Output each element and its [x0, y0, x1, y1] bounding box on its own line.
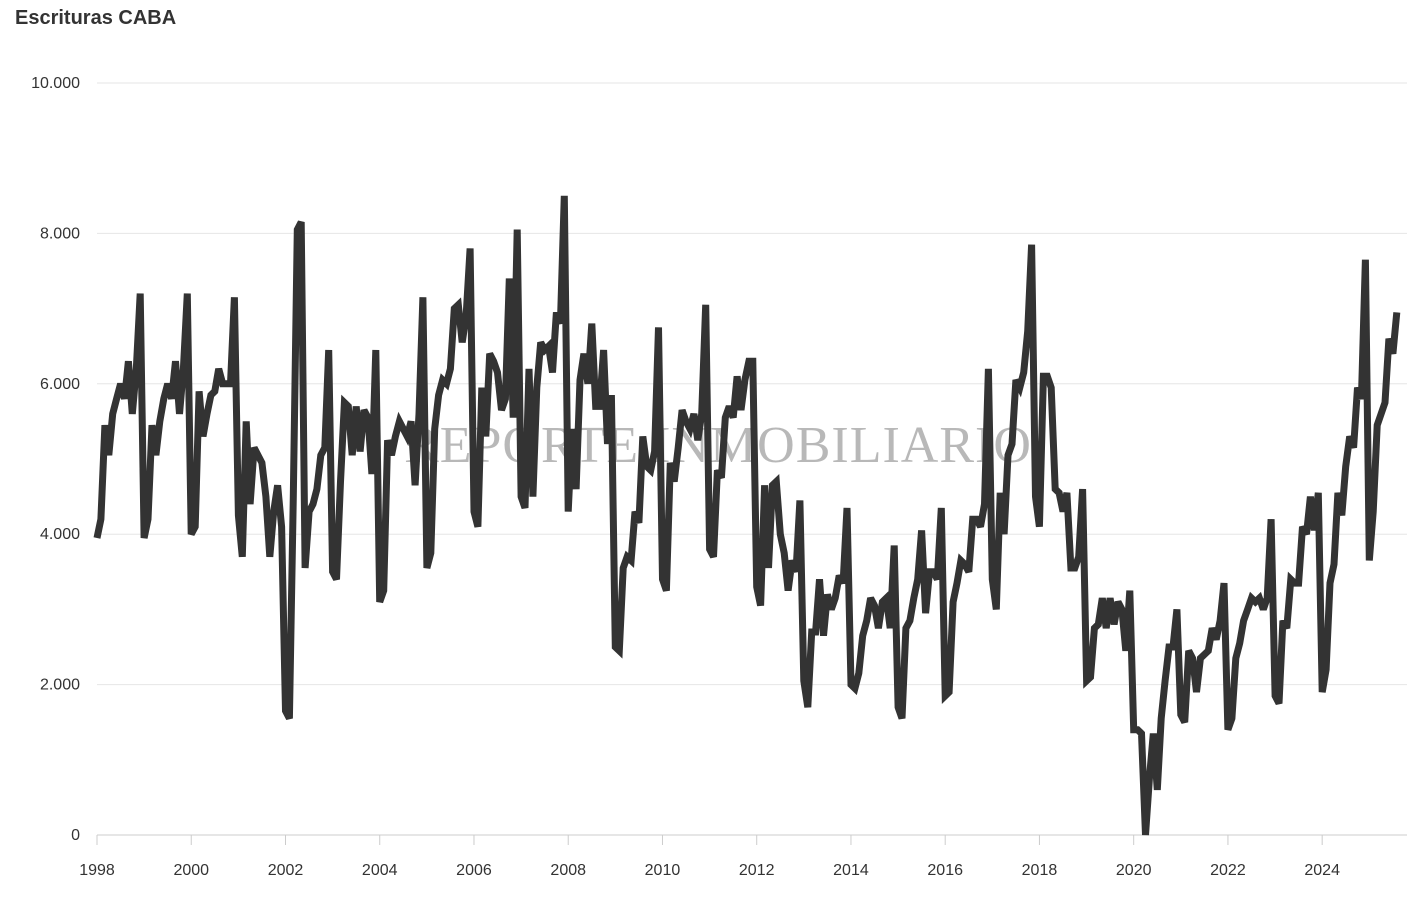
x-axis-ticks: 1998 2000 2002 2004 2006 2008 2010 2012 2014 2016…: [79, 835, 1340, 879]
chart-title: Escrituras CABA: [15, 7, 177, 29]
series-layer: [93, 195, 1401, 836]
x-tick-label: 2000: [173, 862, 209, 879]
x-tick-label: 2004: [362, 862, 398, 879]
watermark-text: REPORTE INMOBILIARIO: [404, 417, 1032, 474]
x-tick-label: 2016: [927, 862, 963, 879]
x-tick-label: 2024: [1304, 862, 1340, 879]
y-axis-ticks: 0 2.000 4.000 6.000 8.000 10.000: [31, 75, 80, 844]
y-tick-label: 10.000: [31, 75, 80, 92]
x-tick-label: 2008: [550, 862, 586, 879]
series-line: [93, 195, 1401, 836]
y-tick-label: 2.000: [40, 677, 80, 694]
x-tick-label: 2006: [456, 862, 492, 879]
x-tick-label: 2012: [739, 862, 775, 879]
x-tick-label: 2020: [1116, 862, 1152, 879]
y-tick-label: 6.000: [40, 376, 80, 393]
x-tick-label: 2014: [833, 862, 869, 879]
y-tick-label: 4.000: [40, 526, 80, 543]
y-tick-label: 8.000: [40, 225, 80, 242]
y-tick-label: 0: [71, 827, 80, 844]
x-tick-label: 1998: [79, 862, 115, 879]
x-tick-label: 2002: [268, 862, 304, 879]
x-tick-label: 2022: [1210, 862, 1246, 879]
x-tick-label: 2018: [1022, 862, 1058, 879]
x-tick-label: 2010: [645, 862, 681, 879]
